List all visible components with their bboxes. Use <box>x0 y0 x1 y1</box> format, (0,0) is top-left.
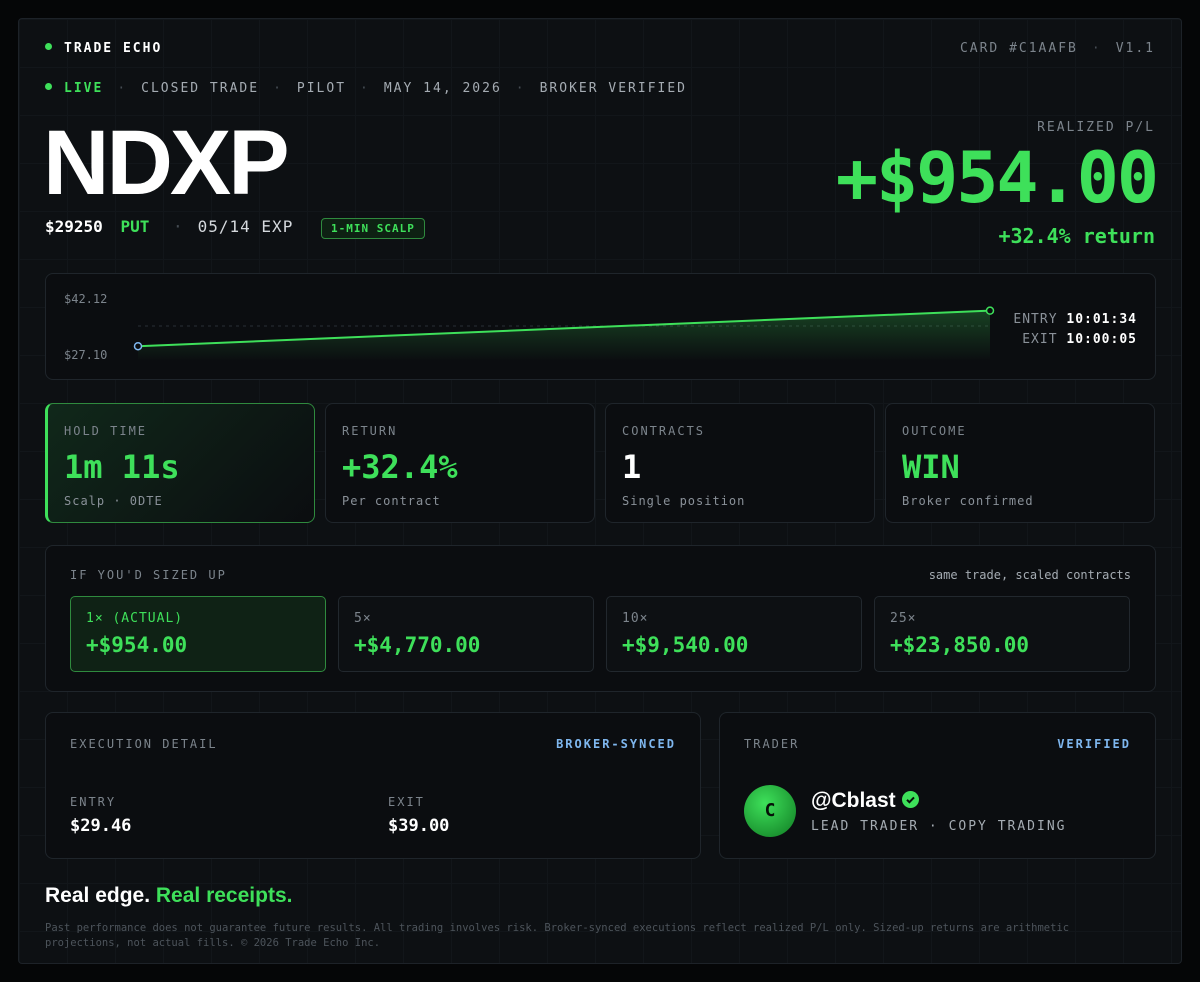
entry-label: ENTRY <box>70 795 117 809</box>
stat-card: CONTRACTS 1 Single position <box>605 403 875 523</box>
stat-label: HOLD TIME <box>64 424 148 438</box>
status-tag: CLOSED TRADE <box>103 81 259 96</box>
exit-label: EXIT <box>1022 332 1058 347</box>
strike: $29250 <box>45 217 103 236</box>
y-tick-label: $27.10 <box>64 348 107 362</box>
trade-card: TRADE ECHO CARD #C1AAFBV1.1 LIVECLOSED T… <box>18 18 1182 964</box>
size-value: +$9,540.00 <box>622 633 749 657</box>
trader-title: TRADER <box>744 737 800 751</box>
size-option: 5× +$4,770.00 <box>338 596 594 672</box>
status-row: LIVECLOSED TRADEPILOTMAY 14, 2026BROKER … <box>45 81 687 96</box>
size-option: 1× (ACTUAL) +$954.00 <box>70 596 326 672</box>
expiry: 05/14 EXP <box>159 217 293 236</box>
size-label: 10× <box>622 611 649 626</box>
strategy-badge: 1-MIN SCALP <box>320 218 425 239</box>
size-option: 10× +$9,540.00 <box>606 596 862 672</box>
stat-value: +32.4% <box>342 448 458 486</box>
stat-card: RETURN +32.4% Per contract <box>325 403 595 523</box>
entry-time: 10:01:34 <box>1066 312 1137 327</box>
size-label: 25× <box>890 611 917 626</box>
stat-card: HOLD TIME 1m 11s Scalp · 0DTE <box>45 403 315 523</box>
tagline: Real edge. Real receipts. <box>45 884 292 908</box>
stat-label: CONTRACTS <box>622 424 706 438</box>
trader: TRADER VERIFIED C @Cblast LEAD TRADER · … <box>719 712 1156 859</box>
times: ENTRY 10:01:34 EXIT 10:00:05 <box>1013 310 1137 350</box>
y-tick-label: $42.12 <box>64 292 107 306</box>
status-tag: PILOT <box>259 81 346 96</box>
price-line <box>137 309 991 348</box>
live-status: LIVE <box>64 81 104 96</box>
version: V1.1 <box>1078 41 1155 56</box>
stat-note: Scalp · 0DTE <box>64 494 163 508</box>
price-point <box>985 306 995 315</box>
card-number: CARD #C1AAFB <box>959 41 1078 56</box>
status-tag: MAY 14, 2026 <box>346 81 502 96</box>
verified-badge <box>901 791 919 808</box>
tagline-main: Real edge. <box>45 884 151 907</box>
trader-status: VERIFIED <box>1057 737 1131 751</box>
disclaimer: Past performance does not guarantee futu… <box>45 922 1070 949</box>
exit-time-row: EXIT 10:00:05 <box>1013 330 1137 350</box>
entry-label: ENTRY <box>1013 312 1058 327</box>
size-label: 5× <box>354 611 372 626</box>
stat-value: 1m 11s <box>64 448 180 486</box>
exit-label: EXIT <box>388 795 425 809</box>
stat-note: Broker confirmed <box>902 494 1034 508</box>
stat-value: 1 <box>622 448 642 486</box>
brand-name: TRADE ECHO <box>64 41 163 56</box>
size-value: +$954.00 <box>86 633 188 657</box>
entry-price: $29.46 <box>70 816 132 836</box>
sized-title: IF YOU'D SIZED UP <box>70 568 227 582</box>
avatar: C <box>744 785 796 837</box>
pl-amount: +$954.00 <box>835 137 1159 219</box>
contract-row: $29250 PUT 05/14 EXP 1-MIN SCALP <box>45 217 425 239</box>
price-area <box>138 310 990 361</box>
size-option: 25× +$23,850.00 <box>874 596 1130 672</box>
size-value: +$23,850.00 <box>890 633 1030 657</box>
pl-return: +32.4% return <box>998 224 1155 248</box>
size-label: 1× (ACTUAL) <box>86 611 184 626</box>
pl-label: REALIZED P/L <box>1037 120 1155 135</box>
sized-up: IF YOU'D SIZED UP same trade, scaled con… <box>45 545 1156 692</box>
ticker: NDXP <box>43 112 290 214</box>
size-value: +$4,770.00 <box>354 633 481 657</box>
stat-note: Per contract <box>342 494 441 508</box>
card-id: CARD #C1AAFBV1.1 <box>960 41 1155 56</box>
stat-note: Single position <box>622 494 746 508</box>
exit-price: $39.00 <box>388 816 450 836</box>
exit-time: 10:00:05 <box>1066 332 1137 347</box>
execution-detail: EXECUTION DETAIL BROKER-SYNCED ENTRY $29… <box>45 712 701 859</box>
trader-handle: @Cblast <box>811 789 919 813</box>
price-chart: $42.12 $27.10 ENTRY 10:01:34 EXIT 10:00:0… <box>45 273 1156 380</box>
sparkline: $42.12 $27.10 <box>64 292 995 362</box>
execution-title: EXECUTION DETAIL <box>70 737 218 751</box>
entry-time-row: ENTRY 10:01:34 <box>1013 310 1137 330</box>
stat-value: WIN <box>902 448 960 486</box>
brand: TRADE ECHO <box>45 41 162 56</box>
trader-role: LEAD TRADER · COPY TRADING <box>811 819 1067 834</box>
stat-label: RETURN <box>342 424 398 438</box>
execution-status: BROKER-SYNCED <box>556 737 676 751</box>
tagline-accent: Real receipts. <box>155 884 293 907</box>
status-tag: BROKER VERIFIED <box>502 81 687 96</box>
handle: @Cblast <box>811 789 896 812</box>
price-point <box>133 341 143 351</box>
stat-label: OUTCOME <box>902 424 967 438</box>
stat-card: OUTCOME WIN Broker confirmed <box>885 403 1155 523</box>
sized-note: same trade, scaled contracts <box>928 568 1131 582</box>
option-type: PUT <box>120 217 150 236</box>
